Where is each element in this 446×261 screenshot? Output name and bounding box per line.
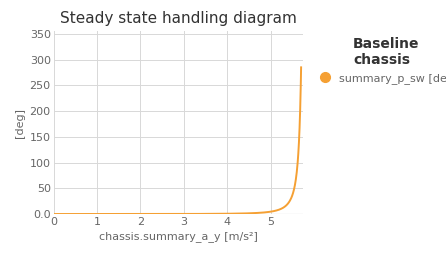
Y-axis label: [deg]: [deg] [16,108,25,138]
Title: Steady state handling diagram: Steady state handling diagram [60,11,297,26]
Legend: summary_p_sw [deg]: summary_p_sw [deg] [314,37,446,84]
X-axis label: chassis.summary_a_y [m/s²]: chassis.summary_a_y [m/s²] [99,231,258,242]
